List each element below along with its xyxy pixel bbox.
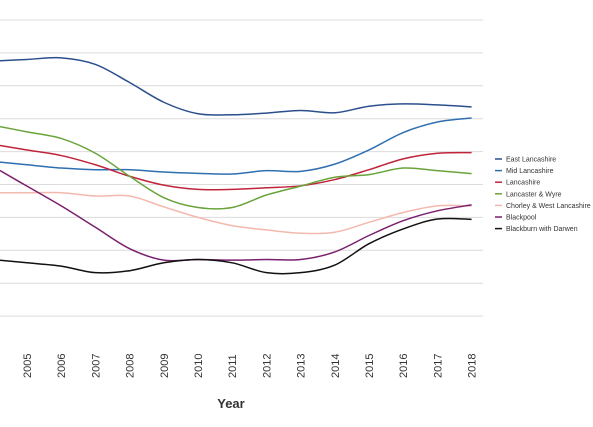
legend-label: Lancaster & Wyre: [506, 191, 562, 198]
series-line-6: [0, 217, 472, 275]
x-tick-label: 2010: [193, 354, 205, 378]
x-tick-label: 2013: [296, 354, 308, 378]
legend: East Lancashire Mid Lancashire Lancashire L…: [495, 157, 591, 233]
x-tick-label: 2009: [159, 354, 171, 378]
legend-label: Chorley & West Lancashire: [506, 203, 591, 210]
series-line-2: [0, 144, 472, 191]
x-axis-ticks: 2005 2006 2007 2008 2009 2010 2011 2012 2013 2014…: [22, 354, 479, 378]
series-lines: [0, 56, 472, 275]
x-tick-label: 2014: [330, 354, 342, 378]
series-line-0: [0, 56, 472, 116]
series-line-5: [0, 169, 472, 262]
x-tick-label: 2011: [227, 354, 239, 378]
legend-label: Blackburn with Darwen: [506, 226, 578, 233]
legend-label: East Lancashire: [506, 157, 556, 164]
x-tick-label: 2018: [467, 354, 479, 378]
series-line-4: [0, 191, 472, 235]
x-tick-label: 2012: [261, 354, 273, 378]
legend-label: Mid Lancashire: [506, 168, 554, 175]
x-axis-title: Year: [217, 396, 244, 411]
x-tick-label: 2007: [90, 354, 102, 378]
legend-label: Blackpool: [506, 215, 537, 222]
legend-label: Lancashire: [506, 180, 540, 187]
x-tick-label: 2006: [56, 354, 68, 378]
x-tick-label: 2005: [22, 354, 34, 378]
series-line-1: [0, 117, 472, 175]
x-tick-label: 2016: [398, 354, 410, 378]
series-line-3: [0, 125, 472, 210]
x-tick-label: 2015: [364, 354, 376, 378]
x-tick-label: 2008: [125, 354, 137, 378]
x-tick-label: 2017: [432, 354, 444, 378]
